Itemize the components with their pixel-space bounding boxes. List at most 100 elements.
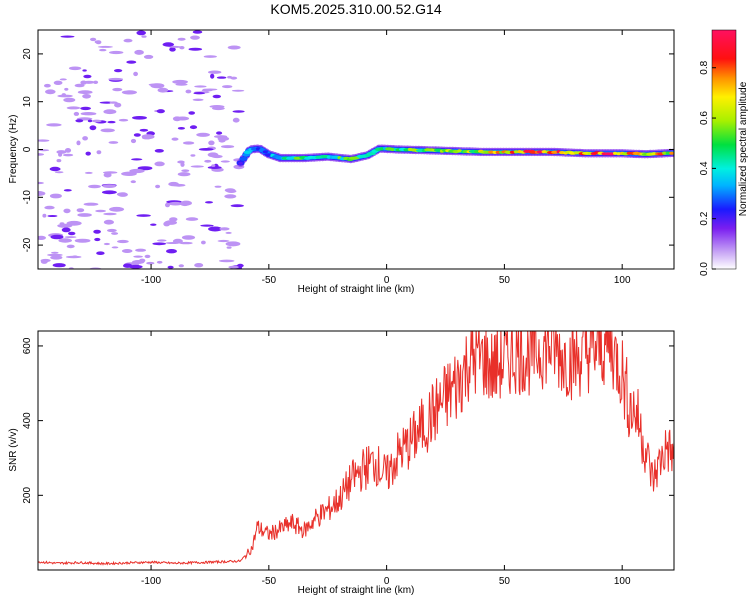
spectrogram-noise-speckle (111, 246, 119, 249)
x-tick-label: -50 (262, 576, 277, 587)
spectrogram-noise-speckle (220, 160, 230, 163)
y-tick-label: 600 (22, 337, 33, 354)
spectrogram-noise-speckle (156, 109, 165, 114)
x-tick-label: 0 (384, 576, 390, 587)
spectrogram-noise-speckle (87, 119, 93, 123)
spectrogram-noise-speckle (216, 76, 227, 79)
spectrogram-cell (390, 147, 395, 152)
spectrogram-noise-speckle (210, 73, 215, 79)
x-tick-label: 100 (614, 576, 631, 587)
spectrogram-noise-speckle (139, 128, 149, 132)
spectrogram-noise-speckle (38, 153, 45, 156)
spectrogram-noise-speckle (130, 180, 136, 184)
spectrogram-noise-speckle (107, 228, 117, 233)
spectrogram-noise-speckle (177, 172, 191, 177)
spectrogram-noise-speckle (82, 136, 88, 141)
colorbar-tick-label: 0.0 (699, 262, 710, 276)
spectrogram-noise-speckle (182, 141, 195, 145)
spectrogram-noise-speckle (49, 166, 61, 172)
spectrogram-noise-speckle (111, 232, 119, 235)
spectrogram-noise-speckle (54, 171, 64, 174)
spectrogram-noise-speckle (209, 105, 225, 108)
spectrogram-noise-speckle (94, 40, 100, 44)
spectrogram-noise-speckle (38, 191, 46, 196)
spectrogram-noise-speckle (126, 60, 137, 64)
spectrogram-noise-speckle (95, 209, 106, 213)
spectrogram-noise-speckle (61, 227, 71, 233)
spectrogram-noise-speckle (136, 30, 146, 36)
figure-title: KOM5.2025.310.00.52.G14 (270, 1, 441, 17)
x-tick-label: -100 (141, 275, 161, 286)
spectrogram-noise-speckle (214, 185, 222, 188)
spectrogram-cell (665, 151, 671, 155)
y-tick-label: 0 (22, 146, 33, 152)
spectrogram-noise-speckle (168, 201, 183, 206)
snr-y-ticks: 200 400 600 (22, 337, 674, 504)
spectrogram-noise-speckle (130, 138, 137, 144)
spectrogram-noise-speckle (219, 227, 230, 231)
spectrogram-noise-speckle (38, 139, 50, 142)
spectrogram-noise-speckle (203, 55, 217, 58)
spectrogram-noise-speckle (114, 69, 123, 73)
spectrogram-noise-speckle (230, 204, 244, 208)
spectrogram-noise-speckle (190, 165, 204, 168)
spectrogram-noise-speckle (64, 148, 72, 153)
x-tick-label: 100 (614, 275, 631, 286)
spectrogram-noise-speckle (85, 151, 91, 156)
spectrogram-noise-speckle (141, 35, 147, 38)
spectrogram-noise-speckle (181, 169, 190, 172)
spectrogram-noise-speckle (179, 241, 193, 245)
spectrogram-noise-speckle (63, 189, 72, 192)
spectrogram-noise-speckle (44, 205, 55, 210)
x-tick-label: 50 (499, 576, 511, 587)
spectrogram-noise-speckle (42, 213, 47, 218)
spectrogram-noise-speckle (218, 259, 235, 263)
spectrogram-noise-speckle (212, 94, 221, 99)
spectrogram-noise-speckle (131, 158, 143, 161)
spectrogram-noise-speckle (112, 87, 123, 92)
spectrogram-noise-speckle (47, 215, 58, 217)
colorbar-ticks: 0.0 0.2 0.4 0.6 0.8 (699, 60, 716, 276)
spectrogram-cell (662, 151, 667, 155)
spectrogram-noise-speckle (208, 140, 215, 146)
spectrogram-noise-speckle (216, 131, 223, 135)
spectrogram-noise-speckle (83, 74, 92, 79)
colorbar-tick-label: 0.8 (699, 60, 710, 74)
spectrogram-noise-speckle (185, 217, 199, 221)
spectrogram-noise-speckle (103, 212, 117, 216)
spectrogram-noise-speckle (134, 49, 144, 55)
spectrogram-noise-speckle (108, 77, 124, 81)
spectrogram-noise-speckle (167, 265, 174, 269)
spectrogram-noise-speckle (64, 236, 77, 239)
spectrogram-noise-speckle (121, 90, 137, 95)
spectrogram-cell (613, 151, 618, 155)
spectrogram-noise-speckle (181, 235, 196, 240)
spectrogram-noise-speckle (157, 87, 169, 93)
spectrogram-noise-speckle (84, 171, 93, 174)
spectrogram-noise-speckle (136, 214, 151, 217)
spectrogram-cell (513, 150, 519, 154)
spectrogram-noise-speckle (146, 261, 155, 265)
spectrogram-noise-speckle (177, 127, 185, 130)
spectrogram-noise-speckle (175, 83, 188, 86)
spectrogram-noise-speckle (232, 117, 240, 123)
spectrogram-noise-speckle (109, 206, 125, 212)
spectrogram-noise-speckle (193, 92, 205, 95)
spectrogram-noise-speckle (188, 47, 203, 51)
spectrogram-noise-speckle (91, 119, 102, 123)
spectrogram-noise-speckle (102, 184, 117, 189)
spectrogram-noise-speckle (163, 221, 171, 227)
spectrogram-noise-speckle (217, 239, 230, 243)
spectrogram-noise-speckle (64, 87, 69, 91)
spectrogram-noise-speckle (80, 112, 97, 116)
spectrogram-noise-speckle (224, 194, 237, 199)
spectrogram-noise-speckle (194, 263, 204, 268)
spectrogram-noise-speckle (231, 89, 245, 92)
spectrogram-noise-speckle (49, 193, 62, 199)
spectrogram-noise-speckle (103, 219, 114, 225)
spectrogram-cell (262, 150, 268, 154)
spectrogram-noise-speckle (192, 30, 203, 34)
spectrogram-noise-speckle (133, 255, 144, 258)
spectrogram-noise-speckle (46, 123, 62, 127)
spectrogram-noise-speckle (171, 137, 179, 141)
